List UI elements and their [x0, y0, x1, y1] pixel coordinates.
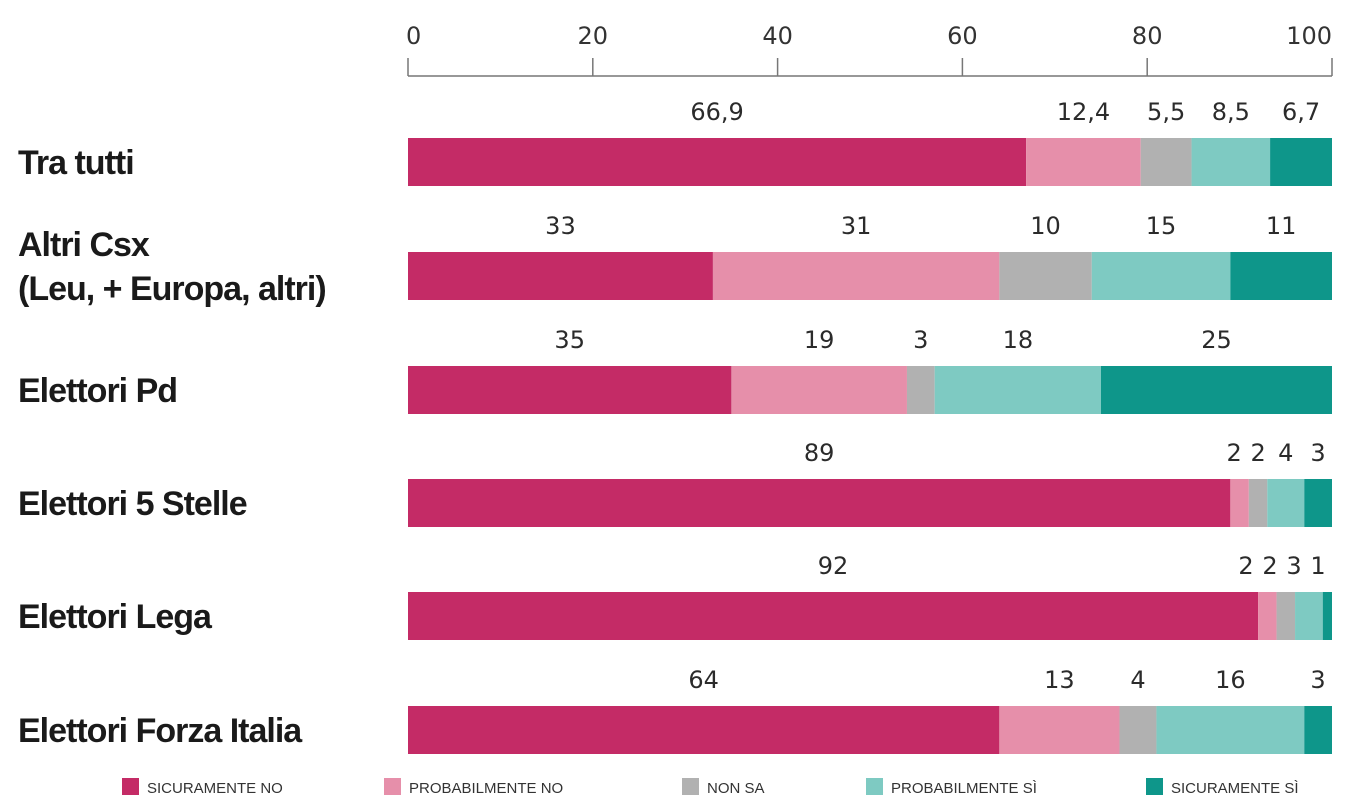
data-label: 4 — [1278, 439, 1293, 467]
legend-swatch — [866, 778, 883, 795]
data-label: 2 — [1226, 439, 1241, 467]
x-tick-label: 100 — [1286, 22, 1332, 50]
legend-label: SICURAMENTE NO — [147, 780, 283, 797]
bar-segment — [999, 252, 1092, 300]
category-label: Tra tutti — [18, 144, 134, 182]
bar-segment — [1270, 138, 1332, 186]
data-label: 6,7 — [1282, 98, 1320, 126]
bar-segment — [1101, 366, 1332, 414]
bar-segment — [934, 366, 1101, 414]
bar-segment — [1295, 592, 1323, 640]
legend-swatch — [1146, 778, 1163, 795]
category-label: Altri Csx (Leu, + Europa, altri) — [18, 226, 326, 308]
bar-segment — [1156, 706, 1305, 754]
bar-segment — [1026, 138, 1141, 186]
data-label: 8,5 — [1212, 98, 1250, 126]
data-label: 5,5 — [1147, 98, 1185, 126]
bar-row: Altri Csx (Leu, + Europa, altri) 33 31 10 15 1… — [18, 212, 1332, 308]
bar-segment — [1276, 592, 1296, 640]
bar-segment — [1304, 479, 1332, 527]
data-label: 33 — [545, 212, 576, 240]
legend-label: NON SA — [707, 780, 765, 797]
x-axis: 0 20 40 60 80 100 — [406, 22, 1333, 77]
x-tick-label: 40 — [762, 22, 793, 50]
bar-segment — [408, 252, 713, 300]
legend-label: PROBABILMENTE SÌ — [891, 780, 1037, 797]
bar-segment — [1230, 252, 1332, 300]
data-label: 10 — [1030, 212, 1061, 240]
data-label: 13 — [1044, 666, 1075, 694]
x-tick-label: 80 — [1132, 22, 1163, 50]
bar-segment — [712, 252, 1000, 300]
legend-label: PROBABILMENTE NO — [409, 780, 563, 797]
data-label: 3 — [1286, 552, 1301, 580]
legend-item: SICURAMENTE NO — [122, 778, 283, 797]
x-tick-label: 0 — [406, 22, 421, 50]
bar-segment — [408, 706, 1000, 754]
category-label: Elettori Pd — [18, 372, 177, 410]
bar-segment — [1258, 592, 1277, 640]
bar-row: Elettori Forza Italia 64 13 4 16 3 — [18, 666, 1332, 754]
bar-segment — [1304, 706, 1332, 754]
legend-label: SICURAMENTE SÌ — [1171, 780, 1299, 797]
bar-segment — [731, 366, 907, 414]
data-label: 92 — [818, 552, 849, 580]
legend-item: NON SA — [682, 778, 765, 797]
bar-segment — [1248, 479, 1268, 527]
data-label: 2 — [1238, 552, 1253, 580]
x-tick-label: 20 — [578, 22, 609, 50]
bar-segment — [1119, 706, 1157, 754]
x-tick-label: 60 — [947, 22, 978, 50]
data-label: 25 — [1201, 326, 1232, 354]
category-label: Elettori Forza Italia — [18, 712, 303, 750]
legend-swatch — [682, 778, 699, 795]
legend-item: PROBABILMENTE NO — [384, 778, 563, 797]
data-label: 2 — [1262, 552, 1277, 580]
data-label: 64 — [688, 666, 719, 694]
legend-item: SICURAMENTE SÌ — [1146, 778, 1299, 797]
bar-row: Tra tutti 66,9 12,4 5,5 8,5 6,7 — [18, 98, 1332, 186]
category-label: Elettori Lega — [18, 598, 213, 636]
data-label: 31 — [841, 212, 872, 240]
data-label: 12,4 — [1057, 98, 1110, 126]
data-label: 2 — [1250, 439, 1265, 467]
data-label: 3 — [1310, 439, 1325, 467]
bar-row: Elettori Pd 35 19 3 18 25 — [18, 326, 1332, 414]
bar-segment — [408, 138, 1027, 186]
data-label: 3 — [913, 326, 928, 354]
data-label: 15 — [1146, 212, 1177, 240]
data-label: 11 — [1266, 212, 1297, 240]
data-label: 19 — [804, 326, 835, 354]
bar-segment — [408, 479, 1231, 527]
legend-swatch — [384, 778, 401, 795]
data-label: 18 — [1003, 326, 1034, 354]
data-label: 89 — [804, 439, 835, 467]
bar-segment — [1091, 252, 1231, 300]
bar-segment — [1230, 479, 1249, 527]
bar-segment — [408, 366, 732, 414]
category-label: Elettori 5 Stelle — [18, 485, 247, 523]
data-label: 66,9 — [690, 98, 743, 126]
data-label: 1 — [1310, 552, 1325, 580]
data-label: 35 — [554, 326, 585, 354]
data-label: 3 — [1310, 666, 1325, 694]
bar-segment — [1191, 138, 1271, 186]
bar-segment — [1267, 479, 1305, 527]
bar-segment — [1322, 592, 1332, 640]
chart-rows: Tra tutti 66,9 12,4 5,5 8,5 6,7 Altri Csx (Leu,… — [18, 98, 1332, 754]
data-label: 16 — [1215, 666, 1246, 694]
legend-item: PROBABILMENTE SÌ — [866, 778, 1037, 797]
bar-segment — [408, 592, 1259, 640]
bar-segment — [906, 366, 935, 414]
legend: SICURAMENTE NO PROBABILMENTE NO NON SA PROB… — [122, 778, 1299, 797]
data-label: 4 — [1130, 666, 1145, 694]
legend-swatch — [122, 778, 139, 795]
bar-segment — [1140, 138, 1192, 186]
bar-segment — [999, 706, 1120, 754]
